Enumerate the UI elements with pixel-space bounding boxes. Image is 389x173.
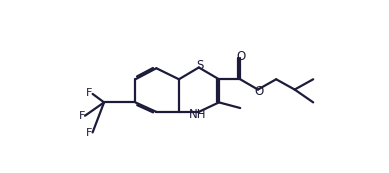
Text: S: S [196,59,203,72]
Text: F: F [86,128,93,138]
Text: O: O [237,50,245,63]
Text: O: O [254,85,263,98]
Text: NH: NH [189,108,207,121]
Text: F: F [79,111,85,121]
Text: F: F [86,88,93,98]
